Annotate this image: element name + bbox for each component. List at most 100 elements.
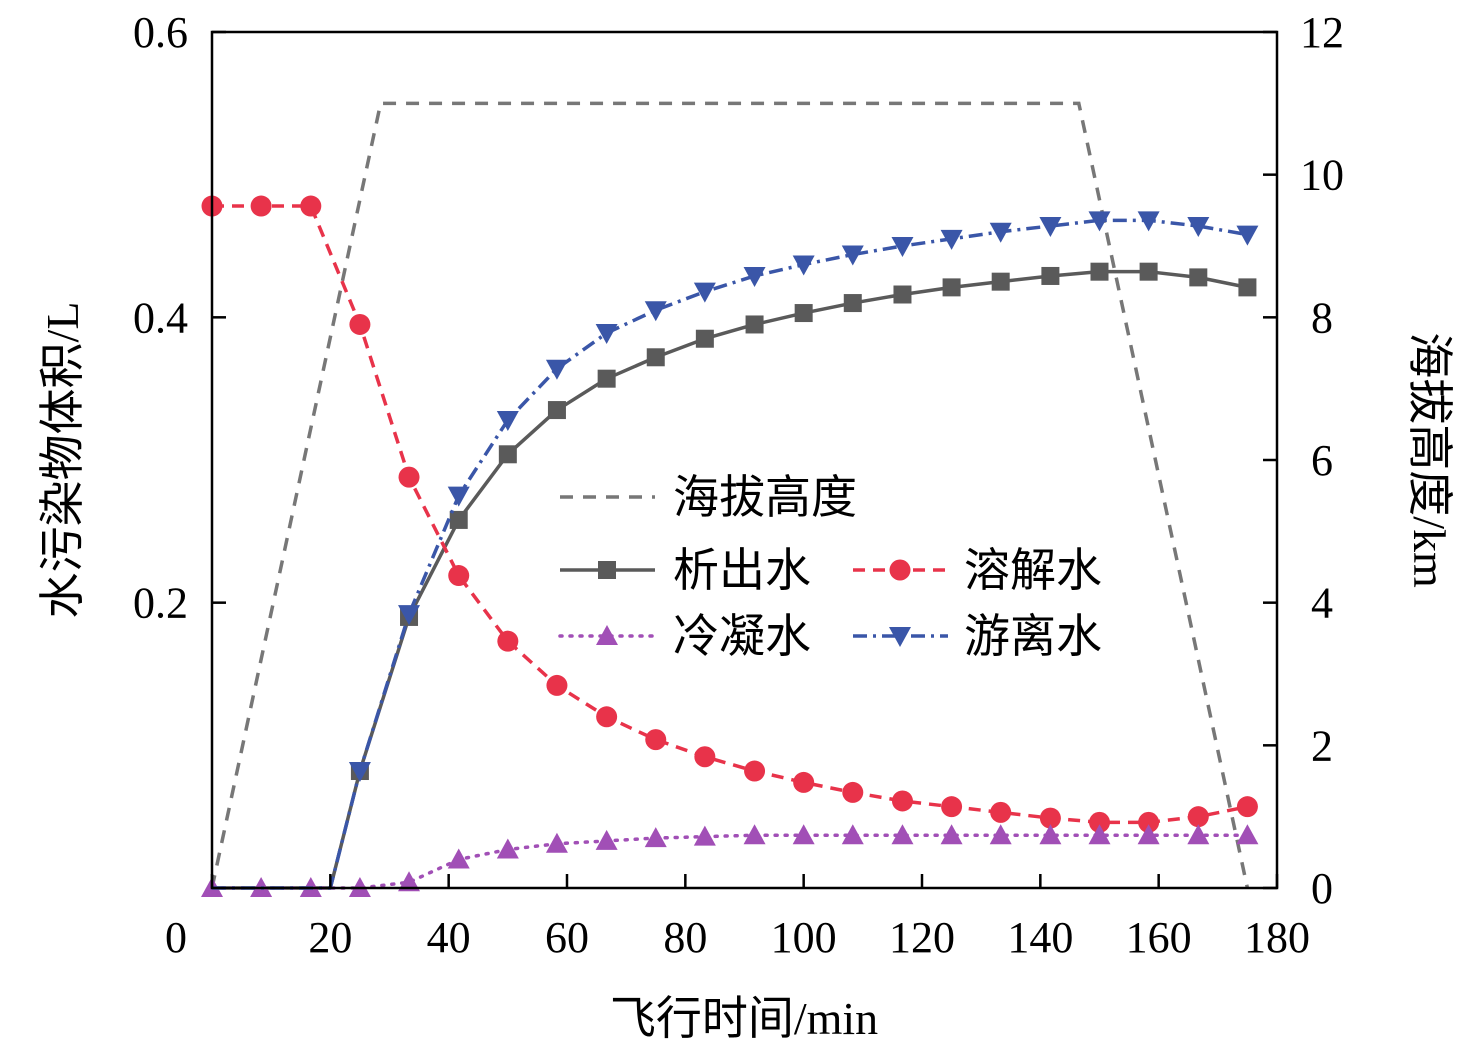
point-析出水-11 bbox=[893, 285, 912, 304]
x-tick-label-2: 40 bbox=[427, 913, 471, 962]
x-tick-label-6: 120 bbox=[889, 913, 955, 962]
point-析出水-17 bbox=[1189, 268, 1208, 287]
point-冷凝水-6 bbox=[496, 838, 519, 859]
y-left-axis-title: 水污染物体积/L bbox=[37, 302, 88, 619]
point-游离水-12 bbox=[940, 229, 963, 250]
point-游离水-14 bbox=[1039, 217, 1062, 238]
point-游离水-11 bbox=[891, 237, 914, 257]
point-溶解水-1 bbox=[250, 195, 272, 217]
point-溶解水-9 bbox=[645, 729, 667, 751]
point-游离水-8 bbox=[743, 266, 766, 287]
point-溶解水-20 bbox=[1187, 806, 1209, 828]
legend-label-altitude: 海拔高度 bbox=[673, 472, 857, 523]
legend-label-冷凝水: 冷凝水 bbox=[673, 611, 811, 662]
point-冷凝水-16 bbox=[989, 824, 1012, 845]
point-析出水-6 bbox=[646, 348, 665, 367]
point-溶解水-11 bbox=[744, 760, 766, 782]
point-溶解水-7 bbox=[546, 674, 568, 696]
y-right-tick-label-2: 4 bbox=[1311, 579, 1333, 628]
point-游离水-0 bbox=[348, 762, 371, 783]
point-冷凝水-18 bbox=[1088, 824, 1111, 845]
point-冷凝水-13 bbox=[841, 824, 864, 845]
point-冷凝水-9 bbox=[644, 827, 667, 848]
point-溶解水-4 bbox=[398, 466, 420, 488]
y-left-tick-label-0: 0.2 bbox=[133, 579, 188, 628]
legend-label-游离水: 游离水 bbox=[964, 611, 1102, 662]
point-冷凝水-12 bbox=[792, 824, 815, 845]
point-游离水-1 bbox=[398, 605, 421, 626]
x-tick-label-1: 20 bbox=[308, 913, 352, 962]
point-溶解水-3 bbox=[349, 313, 371, 335]
point-析出水-12 bbox=[942, 278, 961, 297]
point-冷凝水-5 bbox=[447, 848, 470, 869]
series-line-溶解水 bbox=[212, 204, 1248, 825]
y-right-tick-label-4: 8 bbox=[1311, 293, 1333, 342]
point-游离水-10 bbox=[841, 245, 864, 266]
point-析出水-18 bbox=[1238, 278, 1257, 297]
y-right-tick-label-3: 6 bbox=[1311, 436, 1333, 485]
point-冷凝水-15 bbox=[940, 824, 963, 845]
point-游离水-9 bbox=[792, 255, 815, 276]
point-溶解水-17 bbox=[1039, 807, 1061, 829]
point-溶解水-21 bbox=[1236, 796, 1258, 818]
x-tick-label-8: 160 bbox=[1126, 913, 1192, 962]
y-right-tick-label-6: 12 bbox=[1300, 8, 1344, 57]
x-axis-title: 飞行时间/min bbox=[610, 993, 878, 1044]
y-right-tick-label-1: 2 bbox=[1311, 721, 1333, 770]
point-析出水-4 bbox=[547, 401, 566, 420]
y-right-tick-label-5: 10 bbox=[1300, 151, 1344, 200]
point-游离水-15 bbox=[1088, 211, 1111, 232]
x-tick-label-0: 0 bbox=[165, 913, 187, 962]
point-溶解水-8 bbox=[596, 706, 618, 728]
point-溶解水-5 bbox=[448, 565, 470, 587]
x-tick-label-5: 100 bbox=[771, 913, 837, 962]
point-析出水-16 bbox=[1139, 262, 1158, 281]
y-left-tick-label-1: 0.4 bbox=[133, 293, 188, 342]
point-冷凝水-8 bbox=[595, 829, 618, 850]
point-析出水-3 bbox=[498, 445, 517, 464]
point-析出水-13 bbox=[991, 272, 1010, 291]
point-析出水-9 bbox=[794, 304, 813, 323]
point-析出水-15 bbox=[1090, 262, 1109, 281]
x-tick-label-7: 140 bbox=[1007, 913, 1073, 962]
point-游离水-4 bbox=[545, 359, 568, 380]
point-溶解水-18 bbox=[1089, 811, 1110, 833]
point-冷凝水-20 bbox=[1187, 824, 1210, 845]
point-冷凝水-21 bbox=[1236, 824, 1259, 845]
point-溶解水-14 bbox=[891, 790, 913, 812]
point-游离水-6 bbox=[644, 301, 667, 322]
x-tick-label-9: 180 bbox=[1244, 913, 1310, 962]
y-right-axis-title: 海拔高度/km bbox=[1404, 332, 1455, 588]
point-析出水-8 bbox=[745, 315, 764, 334]
series-line-游离水 bbox=[212, 218, 1248, 890]
point-冷凝水-11 bbox=[743, 824, 766, 845]
point-溶解水-16 bbox=[990, 801, 1012, 823]
point-游离水-13 bbox=[989, 222, 1012, 243]
legend-marker-冷凝水 bbox=[596, 625, 618, 645]
point-溶解水-15 bbox=[941, 796, 963, 818]
legend-marker-游离水 bbox=[889, 627, 911, 647]
series-line-冷凝水 bbox=[210, 833, 1250, 890]
point-析出水-10 bbox=[843, 294, 862, 313]
point-冷凝水-4 bbox=[398, 871, 421, 892]
y-right-tick-label-0: 0 bbox=[1311, 864, 1333, 913]
point-游离水-2 bbox=[447, 486, 470, 507]
point-游离水-16 bbox=[1137, 211, 1160, 232]
altitude-line bbox=[210, 101, 1250, 889]
point-游离水-3 bbox=[496, 411, 519, 432]
point-溶解水-10 bbox=[694, 746, 716, 768]
legend-label-析出水: 析出水 bbox=[673, 545, 811, 596]
point-析出水-14 bbox=[1041, 266, 1060, 285]
point-析出水-7 bbox=[695, 329, 714, 348]
point-冷凝水-7 bbox=[545, 832, 568, 853]
legend-marker-溶解水 bbox=[889, 559, 911, 581]
legend: 海拔高度 析出水 溶解水 冷凝水 游离水 bbox=[558, 472, 1102, 662]
point-溶解水-19 bbox=[1138, 811, 1160, 833]
x-tick-label-4: 80 bbox=[663, 913, 707, 962]
point-溶解水-12 bbox=[793, 771, 815, 793]
point-冷凝水-14 bbox=[891, 824, 914, 845]
point-冷凝水-17 bbox=[1039, 824, 1062, 845]
point-析出水-2 bbox=[449, 510, 468, 529]
point-游离水-18 bbox=[1236, 225, 1259, 246]
